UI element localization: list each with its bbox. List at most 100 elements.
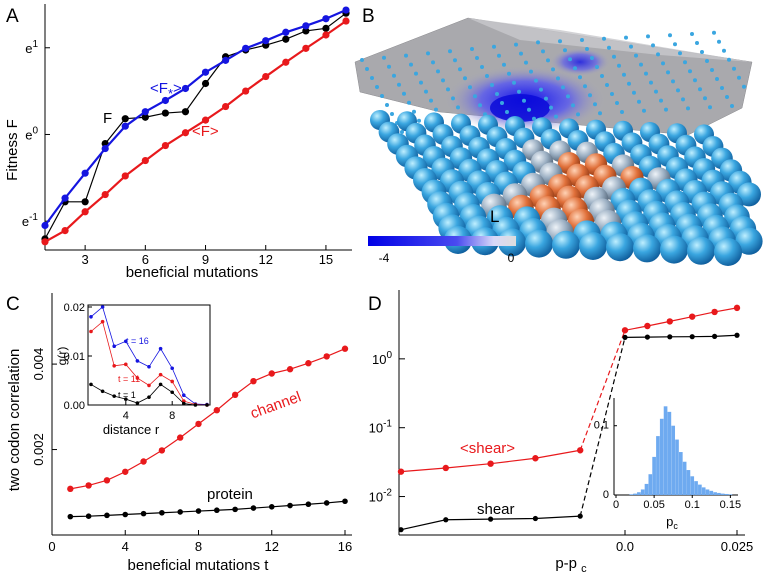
series-channel-point	[140, 458, 147, 465]
landscape-point	[429, 98, 433, 103]
landscape-point	[453, 58, 457, 63]
landscape-point	[578, 75, 582, 80]
x-tick-label: 0	[48, 539, 55, 554]
landscape-point	[644, 71, 648, 76]
landscape-point	[426, 51, 430, 56]
series-f-avg-point	[282, 58, 290, 66]
series-protein-point	[159, 509, 165, 516]
landscape-point	[664, 107, 668, 112]
y-tick-base: e	[22, 214, 29, 229]
landscape-point	[632, 90, 636, 95]
series-f-star-point	[161, 96, 169, 105]
landscape-point	[556, 76, 560, 81]
landscape-point	[532, 116, 536, 121]
landscape-point	[649, 80, 653, 85]
landscape-point	[666, 70, 670, 75]
series-f-point	[161, 109, 169, 117]
sphere-blue	[552, 230, 580, 259]
series-f-avg-point	[342, 17, 350, 25]
landscape-point	[683, 60, 687, 65]
series-channel-point	[67, 485, 74, 493]
series-shear-point	[712, 333, 718, 339]
series-f-avg-point	[201, 116, 210, 124]
landscape-point	[409, 62, 413, 67]
landscape-point	[681, 97, 685, 102]
inset-series-t11-point	[100, 319, 105, 324]
inset-series-t11-point	[89, 329, 93, 334]
series-shear-point	[644, 334, 651, 340]
landscape-point	[620, 110, 624, 114]
inset-x-tick-label: 0.1	[685, 499, 700, 511]
landscape-point	[576, 112, 580, 117]
series-shear-point	[398, 527, 404, 533]
histogram-bar	[659, 418, 664, 495]
series-f-avg-point	[222, 102, 230, 111]
panel-a-plot	[41, 6, 350, 246]
panel-b: B L -4 0	[354, 6, 763, 266]
landscape-point	[573, 66, 577, 71]
series-shear-point	[734, 332, 740, 338]
series-f-star-point	[282, 28, 290, 36]
series-protein-point	[287, 502, 293, 509]
series-avg-shear-point	[666, 318, 673, 325]
landscape-point	[522, 98, 526, 103]
histogram-bar	[724, 493, 729, 495]
histogram-bar	[671, 425, 676, 495]
series-f-point	[121, 115, 129, 123]
landscape-point	[446, 87, 450, 92]
landscape-point	[722, 48, 726, 53]
series-avg-shear-transition-line	[579, 330, 626, 451]
panel-d-inset-x-ticks: 0 0.05 0.1 0.15	[613, 495, 741, 511]
inset-x-tick-label: 4	[123, 410, 129, 422]
series-avg-shear-point	[621, 327, 629, 334]
histogram-bar	[675, 439, 679, 495]
landscape-point	[534, 78, 538, 83]
panel-a-ylabel: Fitness F	[4, 119, 21, 181]
label-f-star-subscript: *	[168, 86, 173, 101]
y-tick-exponent: -2	[383, 488, 392, 499]
landscape-point	[539, 87, 543, 92]
series-avg-shear-point	[689, 313, 696, 320]
histogram-bar	[720, 493, 725, 495]
landscape-point	[512, 80, 516, 85]
series-avg-shear-point	[577, 447, 584, 454]
landscape-point	[473, 94, 477, 99]
landscape-point	[385, 103, 389, 107]
landscape-point	[417, 118, 421, 123]
landscape-point	[668, 33, 672, 38]
panel-c-ylabel: two codon correlation	[6, 349, 23, 492]
series-f-point	[302, 27, 310, 35]
inset-series-t1-point	[100, 389, 105, 394]
label-f-avg: <F>	[192, 123, 219, 140]
series-channel-point	[176, 434, 184, 441]
histogram-bar	[686, 470, 691, 495]
series-channel-point	[286, 366, 294, 373]
landscape-point	[568, 57, 572, 62]
panel-c-y-ticks: 0.002 0.004	[31, 348, 57, 466]
series-shear-point	[577, 513, 583, 519]
landscape-point	[730, 104, 734, 108]
landscape-point	[615, 101, 619, 105]
landscape-point	[690, 32, 694, 36]
panel-letter-a: A	[6, 6, 19, 27]
series-f-star-point	[41, 221, 49, 230]
y-tick-label: 100	[372, 350, 392, 367]
sphere-blue	[606, 233, 634, 262]
landscape-point	[607, 45, 611, 50]
series-f-avg-point	[161, 141, 169, 150]
inset-xlabel-subscript: c	[673, 521, 678, 531]
x-tick-label: 9	[202, 252, 209, 267]
x-tick-label: 16	[338, 539, 352, 554]
series-protein-point	[323, 500, 330, 506]
series-channel-point	[195, 420, 202, 428]
landscape-point	[497, 53, 501, 58]
histogram-bar	[701, 487, 706, 495]
y-tick-label: e0	[25, 125, 38, 142]
landscape-point	[451, 96, 455, 101]
histogram-bar	[690, 476, 695, 495]
inset-series-t11-point	[124, 362, 128, 367]
landscape-point	[507, 71, 511, 76]
